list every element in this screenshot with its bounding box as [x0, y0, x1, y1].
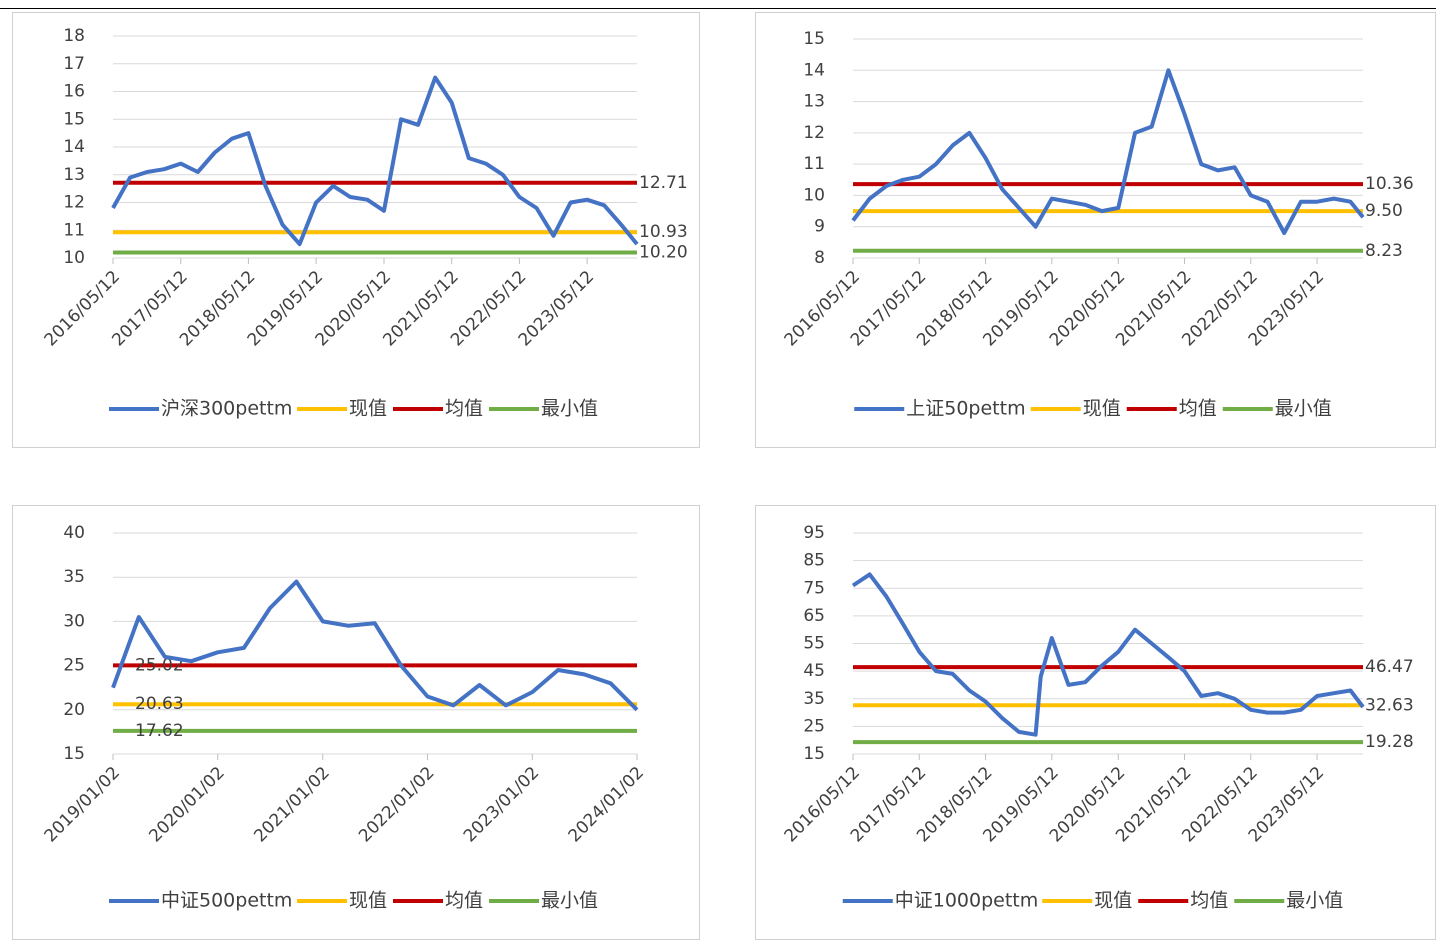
- pe-line: [111, 75, 639, 247]
- x-tick-label: 2019/01/02: [41, 763, 124, 846]
- y-tick-label: 95: [803, 523, 825, 543]
- y-tick-label: 15: [63, 109, 85, 129]
- y-tick-label: 11: [63, 220, 85, 240]
- y-tick-label: 40: [63, 523, 85, 543]
- legend: 中证500pettm 现值 均值 最小值: [109, 890, 598, 912]
- legend-label: 最小值: [1275, 398, 1332, 420]
- legend-label: 最小值: [1286, 890, 1343, 912]
- pe-line: [851, 572, 1365, 737]
- legend-label: 沪深300pettm: [161, 398, 292, 420]
- y-tick-label: 35: [63, 567, 85, 587]
- chart: 15 20 25 30 35 40 2019/01/02 2020/01/02 2021/01/…: [41, 523, 648, 912]
- top-rule: [0, 8, 1436, 9]
- reference-label: 8.23: [1365, 241, 1403, 261]
- legend-label: 现值: [1094, 890, 1132, 912]
- reference-label: 9.50: [1365, 201, 1403, 221]
- y-tick-label: 17: [63, 54, 85, 74]
- pe-line: [851, 68, 1365, 235]
- reference-label: 10.36: [1365, 174, 1414, 194]
- y-tick-label: 12: [63, 193, 85, 213]
- legend-label: 最小值: [541, 890, 598, 912]
- x-tick-label: 2022/01/02: [355, 763, 438, 846]
- chart-panel: 15 20 25 30 35 40 2019/01/02 2020/01/02 2021/01/…: [12, 505, 700, 940]
- chart: 891011121314152016/05/122017/05/122018/0…: [781, 29, 1414, 420]
- reference-label: 12.71: [639, 173, 688, 193]
- y-tick-label: 10: [63, 248, 85, 268]
- reference-label: 32.63: [1365, 695, 1414, 715]
- y-tick-label: 15: [803, 744, 825, 764]
- reference-label: 20.63: [135, 694, 184, 714]
- y-tick-label: 12: [803, 123, 825, 143]
- y-tick-label: 25: [803, 716, 825, 736]
- y-tick-label: 65: [803, 606, 825, 626]
- y-tick-label: 8: [814, 248, 825, 268]
- legend: 上证50pettm 现值 均值 最小值: [854, 398, 1332, 420]
- y-tick-label: 13: [803, 92, 825, 112]
- chart: 1011121314151617182016/05/122017/05/1220…: [41, 26, 688, 420]
- legend-label: 现值: [1083, 398, 1121, 420]
- x-tick-label: 2023/01/02: [460, 763, 543, 846]
- y-tick-label: 45: [803, 661, 825, 681]
- legend-label: 上证50pettm: [906, 398, 1025, 420]
- y-tick-label: 15: [803, 29, 825, 49]
- reference-label: 10.20: [639, 242, 688, 262]
- x-tick-label: 2020/01/02: [145, 763, 228, 846]
- y-tick-label: 10: [803, 185, 825, 205]
- reference-label: 46.47: [1365, 657, 1414, 677]
- legend-label: 均值: [445, 398, 483, 420]
- y-tick-label: 30: [63, 611, 85, 631]
- legend-label: 最小值: [541, 398, 598, 420]
- legend-label: 中证500pettm: [161, 890, 292, 912]
- y-tick-label: 14: [803, 60, 825, 80]
- y-tick-label: 9: [814, 217, 825, 237]
- legend-label: 现值: [349, 398, 387, 420]
- reference-label: 17.62: [135, 721, 184, 741]
- legend: 中证1000pettm 现值 均值 最小值: [842, 890, 1343, 912]
- y-tick-label: 18: [63, 26, 85, 46]
- legend-label: 现值: [349, 890, 387, 912]
- legend-label: 中证1000pettm: [895, 890, 1039, 912]
- legend-label: 均值: [1179, 398, 1217, 420]
- chart-panel: 10 11 12 13 14 15 16 17 18 2016/05/12 2017/05/12 20…: [12, 12, 700, 448]
- y-tick-label: 25: [63, 656, 85, 676]
- y-tick-label: 20: [63, 700, 85, 720]
- reference-label: 19.28: [1365, 732, 1414, 752]
- y-tick-label: 85: [803, 551, 825, 571]
- y-tick-label: 55: [803, 634, 825, 654]
- y-tick-label: 75: [803, 578, 825, 598]
- chart-panel: 15 25 35 45 55 65 75 85 95 2016/05/12 2017/05/12 20…: [755, 505, 1436, 940]
- legend-label: 均值: [1190, 890, 1228, 912]
- reference-label: 10.93: [639, 222, 688, 242]
- legend: 沪深300pettm 现值 均值 最小值: [109, 398, 598, 420]
- y-tick-label: 13: [63, 165, 85, 185]
- x-tick-label: 2024/01/02: [565, 763, 648, 846]
- x-tick-label: 2021/01/02: [250, 763, 333, 846]
- reference-label: 25.02: [135, 655, 184, 675]
- y-tick-label: 16: [63, 82, 85, 102]
- y-tick-label: 15: [63, 744, 85, 764]
- legend-label: 均值: [445, 890, 483, 912]
- chart-panel: 8 9 10 11 12 13 14 15 2016/05/12 2017/05/12 2018/0…: [755, 12, 1436, 448]
- y-tick-label: 11: [803, 154, 825, 174]
- y-tick-label: 35: [803, 689, 825, 709]
- pe-line: [111, 579, 639, 712]
- y-tick-label: 14: [63, 137, 85, 157]
- chart: 1525354555657585952016/05/122017/05/1220…: [781, 523, 1414, 912]
